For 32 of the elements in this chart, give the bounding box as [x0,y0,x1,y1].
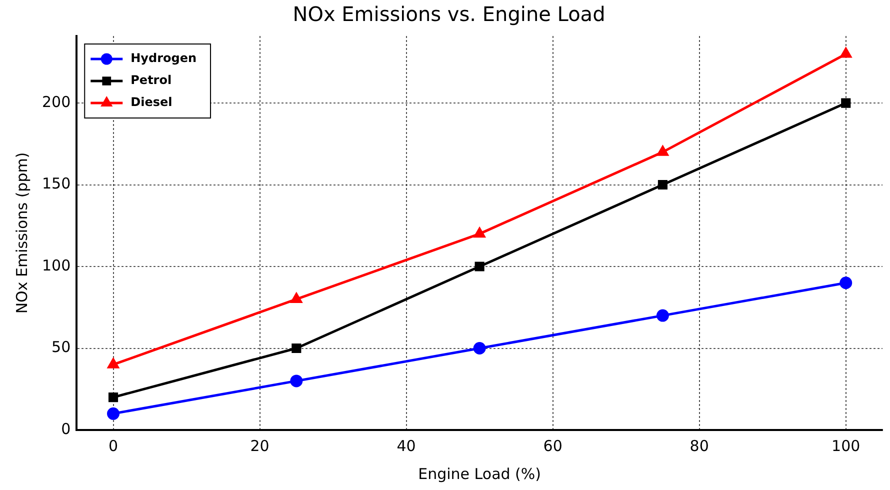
x-tick-label: 60 [543,436,562,455]
x-axis-title: Engine Load (%) [418,464,542,483]
point [474,228,486,238]
point [840,276,852,290]
point [658,180,668,190]
legend-label: Petrol [130,73,172,88]
x-tick-label: 20 [250,436,270,455]
point [290,292,302,303]
y-tick-label: 150 [42,174,71,193]
point [290,374,303,388]
point [656,309,669,322]
x-tick-label: 100 [832,436,860,455]
y-tick-label: 100 [42,256,71,274]
point [473,342,486,355]
x-tick-label: 0 [108,436,118,455]
y-tick-label: 50 [52,338,71,356]
chart-title: NOx Emissions vs. Engine Load [292,2,606,26]
point [292,343,302,354]
point [474,262,484,272]
point [108,392,118,402]
x-tick-label: 40 [396,436,416,455]
x-tick-label: 80 [690,436,709,455]
point [657,146,668,156]
point [841,98,851,108]
y-tick-label: 0 [61,420,71,438]
y-axis-title: NOx Emissions (ppm) [12,152,31,314]
legend-label: Diesel [130,95,172,110]
legend-label: Hydrogen [130,51,197,66]
point [107,407,120,420]
point [840,48,852,58]
point [108,358,119,368]
y-tick-label: 200 [42,92,71,111]
